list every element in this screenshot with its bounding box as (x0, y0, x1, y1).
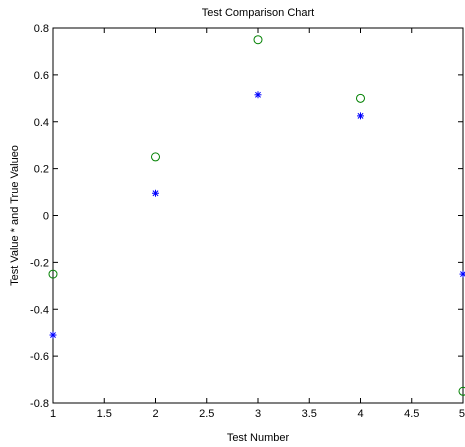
circle-point (253, 35, 263, 45)
star-point (49, 331, 57, 339)
circle-point (356, 93, 365, 103)
x-axis-label: Test Number (227, 432, 290, 444)
x-tick-label: 1 (50, 408, 56, 420)
y-tick-label: -0.2 (30, 257, 49, 269)
circle-point (48, 269, 58, 279)
y-tick-label: 0.4 (34, 117, 49, 129)
y-tick-label: -0.8 (30, 398, 49, 410)
y-axis-label: Test Value * and True Valueo (9, 145, 21, 286)
circle-point (151, 152, 160, 162)
x-tick-label: 3 (255, 408, 261, 420)
star-point (254, 91, 262, 99)
y-tick-label: 0.6 (34, 70, 49, 82)
x-tick-label: 5 (459, 408, 465, 420)
x-tick-label: 4 (357, 408, 363, 420)
y-axis: -0.8 -0.6 -0.4 -0.2 0 0.2 0.4 0.6 0.8 (30, 23, 463, 410)
chart-title: Test Comparison Chart (202, 7, 315, 19)
x-tick-label: 2 (152, 408, 158, 420)
y-tick-label: 0.8 (34, 23, 49, 35)
circle-point (458, 386, 465, 396)
star-point (152, 189, 159, 197)
star-point (357, 112, 364, 120)
data-points (48, 35, 465, 396)
y-tick-label: 0.2 (34, 164, 49, 176)
y-tick-label: 0 (43, 211, 49, 223)
x-tick-label: 3.5 (302, 408, 317, 420)
x-tick-label: 4.5 (404, 408, 419, 420)
y-tick-label: -0.4 (30, 304, 49, 316)
plot-area (52, 27, 464, 404)
x-tick-label: 2.5 (199, 408, 214, 420)
y-tick-label: -0.6 (30, 351, 49, 363)
x-tick-label: 1.5 (97, 408, 112, 420)
x-axis: 1 1.5 2 2.5 3 3.5 4 4.5 5 (50, 28, 465, 420)
